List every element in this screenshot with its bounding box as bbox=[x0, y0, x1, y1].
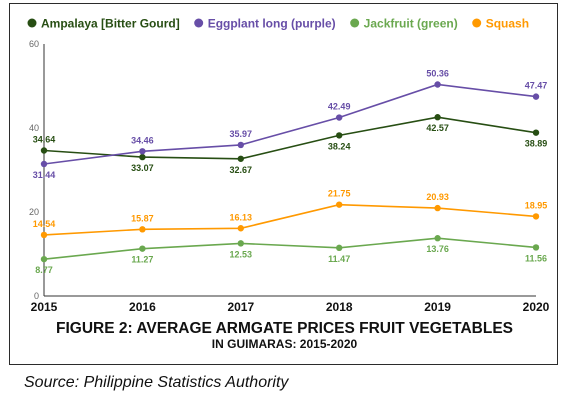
data-label: 34.46 bbox=[131, 135, 154, 145]
line-chart: Ampalaya [Bitter Gourd] Eggplant long (pu… bbox=[27, 17, 550, 314]
legend-marker bbox=[472, 18, 482, 28]
data-label: 20.93 bbox=[426, 192, 449, 202]
data-label: 38.24 bbox=[328, 141, 351, 151]
series-line bbox=[43, 116, 537, 160]
data-label: 38.89 bbox=[525, 139, 548, 149]
data-label: 33.07 bbox=[131, 163, 154, 173]
series-line bbox=[43, 203, 537, 236]
data-label: 8.77 bbox=[35, 265, 53, 275]
chart-subtitle: IN GUIMARAS: 2015-2020 bbox=[211, 337, 358, 351]
data-point bbox=[434, 235, 441, 242]
chart-frame: Ampalaya [Bitter Gourd] Eggplant long (pu… bbox=[9, 3, 558, 365]
data-point bbox=[139, 245, 146, 252]
data-label: 15.87 bbox=[131, 213, 154, 223]
legend-label: Jackfruit (green) bbox=[364, 17, 458, 31]
data-label: 11.27 bbox=[131, 255, 153, 265]
data-point bbox=[40, 231, 48, 239]
y-tick-label: 60 bbox=[29, 39, 39, 49]
series-line bbox=[43, 83, 537, 165]
data-point bbox=[434, 81, 441, 88]
data-label: 18.95 bbox=[525, 200, 548, 210]
data-point bbox=[139, 153, 146, 161]
data-point bbox=[237, 240, 244, 247]
x-tick-label: 2015 bbox=[31, 300, 58, 314]
data-label: 31.44 bbox=[33, 170, 56, 180]
data-point bbox=[336, 132, 343, 139]
data-point bbox=[40, 255, 48, 263]
data-point bbox=[532, 213, 540, 220]
data-label: 21.75 bbox=[328, 189, 351, 199]
data-point bbox=[336, 201, 343, 208]
y-tick-label: 40 bbox=[29, 123, 39, 133]
data-label: 42.57 bbox=[426, 123, 449, 133]
data-point bbox=[532, 93, 540, 100]
data-label: 16.13 bbox=[230, 212, 253, 222]
y-tick-label: 20 bbox=[29, 207, 39, 217]
data-label: 11.47 bbox=[328, 254, 350, 264]
data-label: 32.67 bbox=[230, 165, 253, 175]
data-label: 14.54 bbox=[33, 219, 56, 229]
data-point bbox=[40, 160, 48, 168]
data-label: 47.47 bbox=[525, 81, 548, 91]
series-line bbox=[43, 237, 537, 260]
data-point bbox=[434, 114, 441, 121]
data-point bbox=[139, 226, 146, 233]
data-label: 50.36 bbox=[426, 68, 449, 78]
data-label: 11.56 bbox=[525, 253, 547, 263]
data-label: 12.53 bbox=[230, 249, 253, 259]
x-tick-label: 2017 bbox=[227, 300, 254, 314]
chart-title: FIGURE 2: AVERAGE ARMGATE PRICES FRUIT V… bbox=[56, 320, 513, 337]
legend-marker bbox=[194, 18, 204, 28]
legend-marker bbox=[350, 18, 360, 28]
data-point bbox=[237, 141, 244, 149]
legend-marker bbox=[27, 18, 37, 28]
data-point bbox=[237, 225, 244, 232]
source-caption: Source: Philippine Statistics Authority bbox=[24, 374, 289, 391]
data-point bbox=[139, 148, 146, 155]
x-tick-label: 2018 bbox=[326, 300, 353, 314]
legend-label: Eggplant long (purple) bbox=[208, 17, 336, 31]
legend-label: Squash bbox=[486, 17, 529, 31]
data-point bbox=[532, 129, 540, 136]
legend-label: Ampalaya [Bitter Gourd] bbox=[41, 17, 180, 31]
data-point bbox=[237, 155, 244, 162]
data-point bbox=[336, 244, 343, 252]
data-label: 42.49 bbox=[328, 102, 351, 112]
x-tick-label: 2020 bbox=[523, 300, 550, 314]
x-tick-label: 2019 bbox=[424, 300, 451, 314]
data-point bbox=[532, 244, 540, 251]
data-point bbox=[40, 147, 48, 154]
data-point bbox=[336, 114, 343, 121]
data-label: 35.97 bbox=[230, 129, 253, 139]
y-tick-label: 0 bbox=[34, 291, 39, 301]
data-label: 13.76 bbox=[426, 244, 449, 254]
data-point bbox=[434, 204, 441, 212]
data-label: 34.64 bbox=[33, 135, 56, 145]
x-tick-label: 2016 bbox=[129, 300, 156, 314]
